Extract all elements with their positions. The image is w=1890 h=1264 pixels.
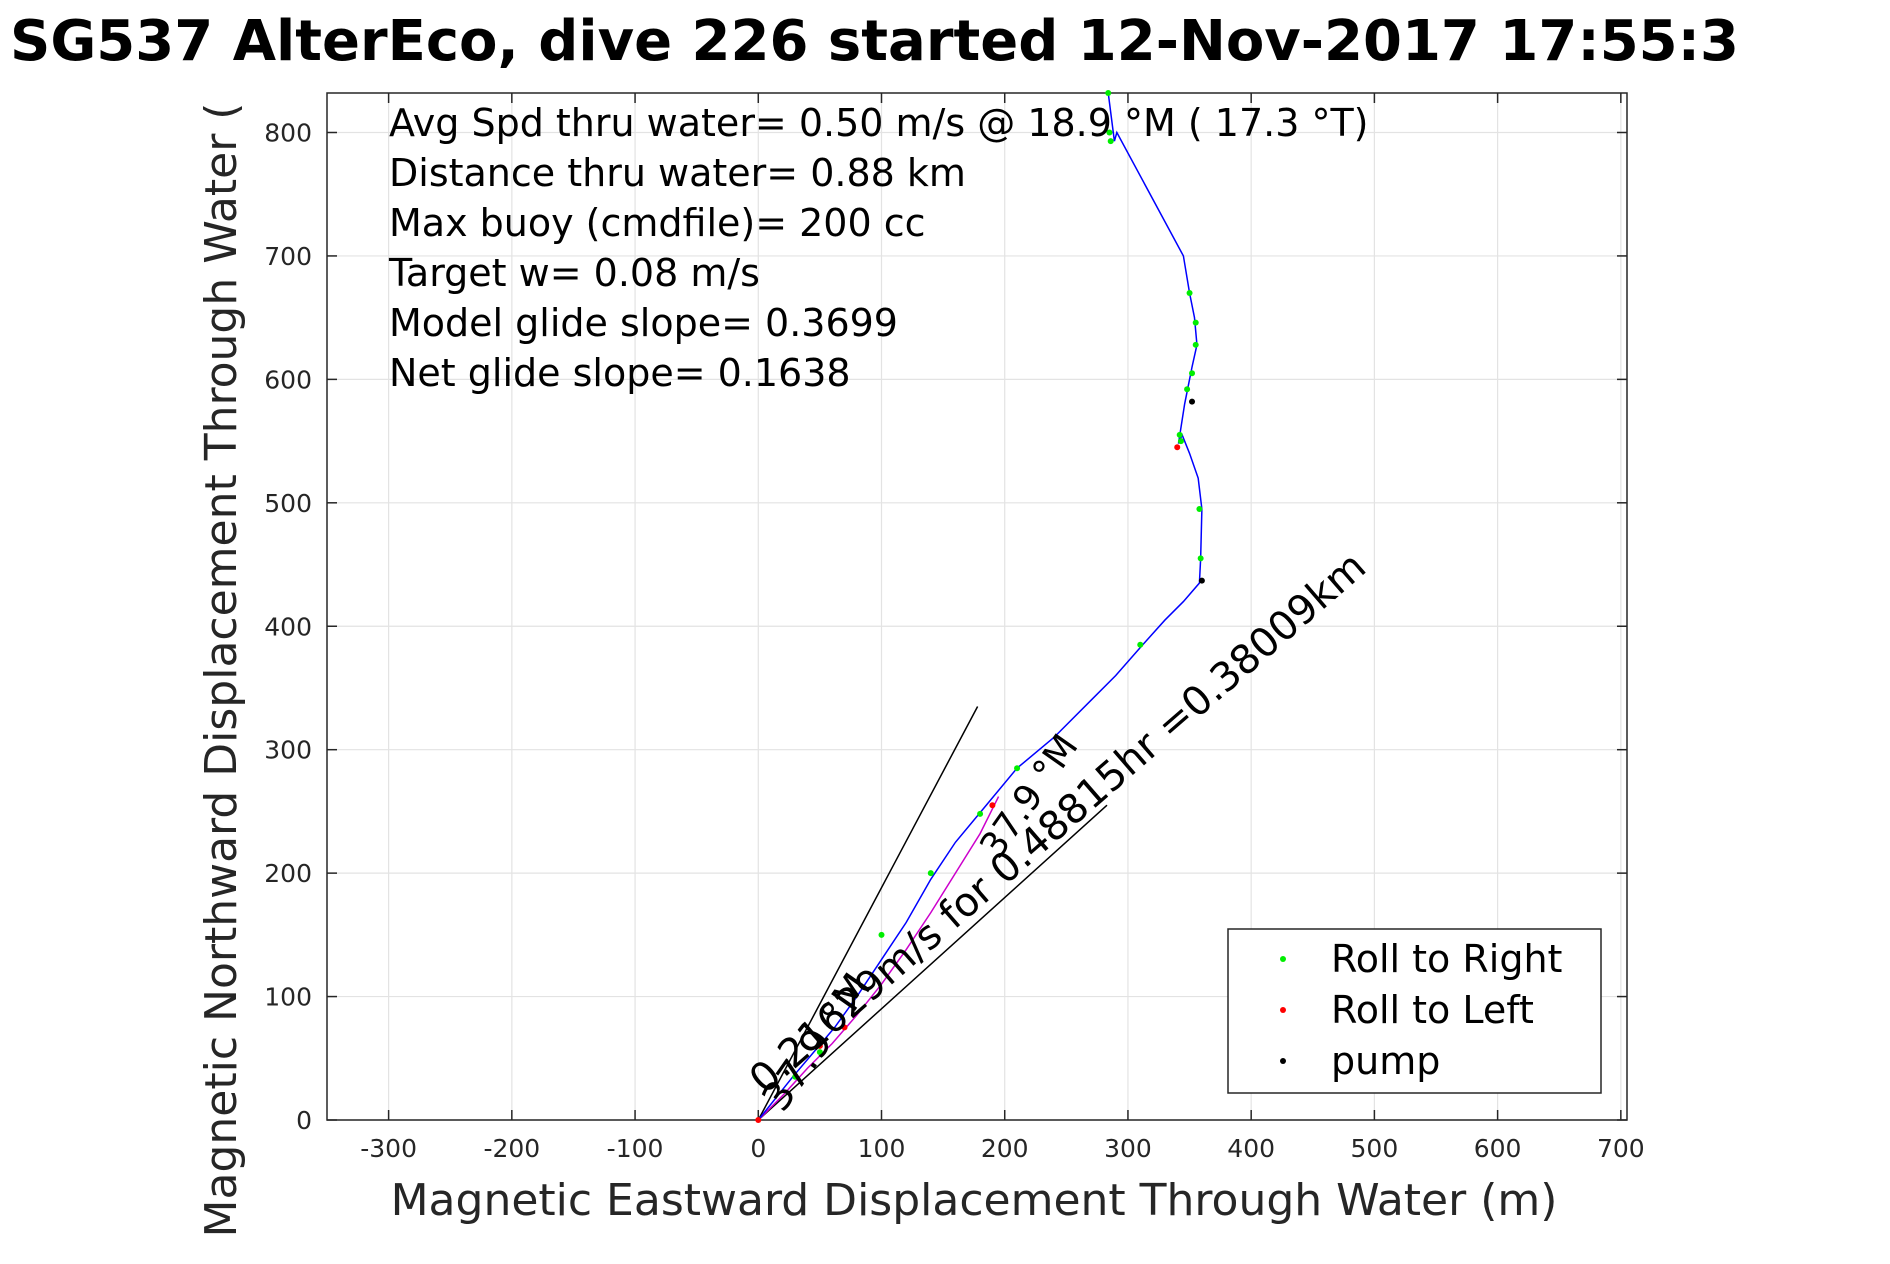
x-tick-label: 0 <box>750 1134 766 1163</box>
x-tick-label: 500 <box>1351 1134 1399 1163</box>
roll-right-point <box>1177 438 1184 445</box>
legend-marker <box>1280 956 1286 962</box>
legend-box <box>1227 928 1602 1094</box>
roll-right-point <box>816 1049 823 1056</box>
roll-right-point <box>1105 90 1112 96</box>
info-text-block: Avg Spd thru water= 0.50 m/s @ 18.9 °M (… <box>388 101 1369 395</box>
info-line: Model glide slope= 0.3699 <box>389 301 898 345</box>
y-tick-label: 700 <box>264 242 312 271</box>
info-line: Distance thru water= 0.88 km <box>389 151 966 195</box>
chart-title: SG537 AlterEco, dive 226 started 12-Nov-… <box>10 9 1739 74</box>
roll-right-point <box>1197 555 1204 562</box>
x-tick-label: 600 <box>1474 1134 1522 1163</box>
info-line: Avg Spd thru water= 0.50 m/s @ 18.9 °M (… <box>389 101 1369 145</box>
roll-right-point <box>1192 319 1199 326</box>
info-line: Max buoy (cmdfile)= 200 cc <box>389 201 926 245</box>
y-tick-label: 300 <box>264 736 312 765</box>
roll-right-point <box>927 870 934 877</box>
legend-label: Roll to Right <box>1331 937 1562 981</box>
x-axis-label: Magnetic Eastward Displacement Through W… <box>391 1175 1558 1226</box>
roll-right-point <box>878 931 885 938</box>
roll-left-point <box>816 1042 823 1049</box>
legend-label: Roll to Left <box>1331 988 1534 1032</box>
roll-right-point <box>1107 138 1114 145</box>
x-tick-label: -300 <box>360 1134 417 1163</box>
roll-right-point <box>1106 129 1113 136</box>
y-tick-label: 600 <box>264 365 312 394</box>
pump-point <box>1189 398 1196 405</box>
y-tick-label: 800 <box>264 119 312 148</box>
axes-box <box>326 92 1628 1121</box>
heading-path-line <box>757 796 1000 1121</box>
roll-left-point <box>755 1117 762 1123</box>
roll-right-point <box>1186 289 1193 296</box>
legend-marker <box>1280 1007 1286 1013</box>
roll-right-point <box>1014 765 1021 772</box>
heading-line <box>757 706 979 1121</box>
legend-marker <box>1280 1058 1286 1064</box>
info-line: Target w= 0.08 m/s <box>388 251 760 295</box>
y-tick-label: 500 <box>264 489 312 518</box>
x-tick-label: 100 <box>858 1134 906 1163</box>
x-tick-label: 700 <box>1597 1134 1645 1163</box>
legend-label: pump <box>1331 1039 1440 1083</box>
roll-left-point <box>841 1024 848 1031</box>
roll-right-point <box>792 1073 799 1080</box>
x-tick-label: 300 <box>1104 1134 1152 1163</box>
pump-point <box>1198 577 1205 584</box>
axes: -300 -200 -100 0 100 200 300 400 500 600 700 0 100 20… <box>264 92 1645 1163</box>
roll-right-point <box>1176 431 1183 438</box>
x-tick-label: -200 <box>483 1134 540 1163</box>
legend: Roll to Right Roll to Left pump <box>1227 928 1602 1094</box>
roll-left-point <box>1174 444 1181 451</box>
x-tick-label: 400 <box>1227 1134 1275 1163</box>
y-tick-label: 400 <box>264 612 312 641</box>
y-tick-label: 0 <box>296 1106 312 1135</box>
roll-right-point <box>1196 505 1203 512</box>
roll-left-point <box>989 802 996 809</box>
roll-right-point <box>1184 386 1191 393</box>
info-line: Net glide slope= 0.1638 <box>389 351 851 395</box>
heading-line <box>757 804 1108 1121</box>
roll-right-point <box>1192 341 1199 348</box>
x-tick-label: -100 <box>607 1134 664 1163</box>
roll-right-point <box>1137 641 1144 648</box>
y-axis-label: Magnetic Northward Displacement Through … <box>196 103 247 1238</box>
roll-right-point <box>1189 370 1196 377</box>
roll-right-point <box>977 810 984 817</box>
x-tick-label: 200 <box>981 1134 1029 1163</box>
track-line <box>757 92 1203 1121</box>
y-tick-label: 200 <box>264 859 312 888</box>
y-tick-label: 100 <box>264 983 312 1012</box>
